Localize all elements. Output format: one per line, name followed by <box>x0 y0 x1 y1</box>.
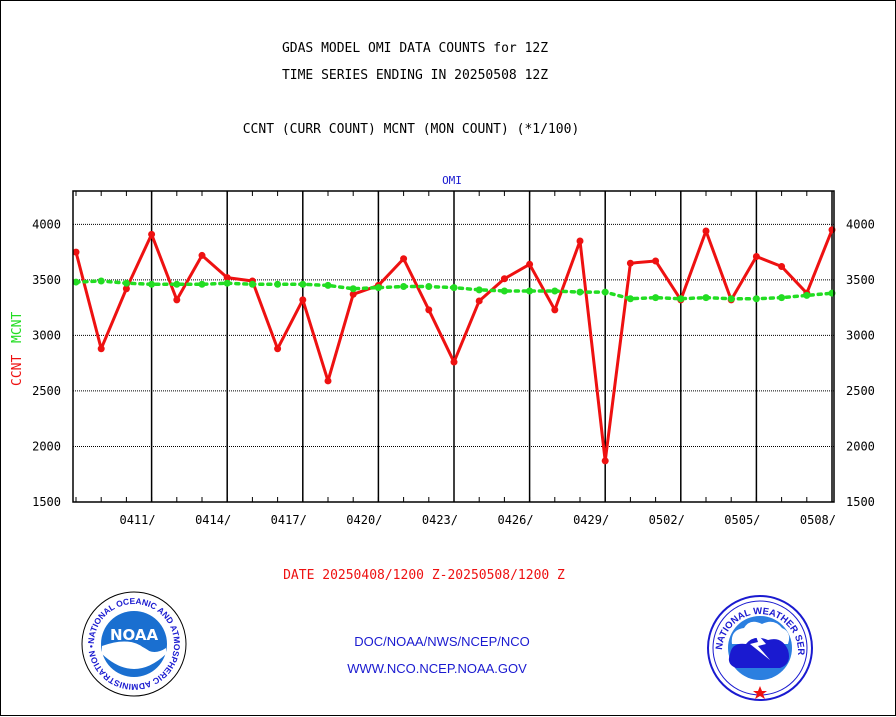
x-tick-label: 0420/ <box>346 513 382 527</box>
y-tick-label-left: 2000 <box>32 439 61 453</box>
y-tick-label-left: 4000 <box>32 217 61 231</box>
y-tick-label-left: 2500 <box>32 384 61 398</box>
data-point-mcnt <box>198 280 206 288</box>
y-tick-label-right: 2000 <box>846 439 875 453</box>
y-tick-label-right: 2500 <box>846 384 875 398</box>
data-point-ccnt <box>475 297 483 305</box>
data-point-mcnt <box>778 294 786 302</box>
data-point-ccnt <box>198 251 206 259</box>
x-tick-label: 0508/ <box>800 513 836 527</box>
y-tick-label-left: 3000 <box>32 328 61 342</box>
data-point-ccnt <box>299 296 307 304</box>
data-point-ccnt <box>324 377 332 385</box>
plot-area-border <box>72 190 835 503</box>
x-tick-label: 0502/ <box>649 513 685 527</box>
data-point-mcnt <box>148 280 156 288</box>
data-point-ccnt <box>173 296 181 304</box>
x-tick-label: 0414/ <box>195 513 231 527</box>
data-point-ccnt <box>652 257 660 265</box>
footer-web-line: WWW.NCO.NCEP.NOAA.GOV <box>347 661 527 676</box>
data-point-mcnt <box>400 283 408 291</box>
data-point-mcnt <box>122 279 130 287</box>
data-point-ccnt <box>500 275 508 283</box>
data-point-mcnt <box>576 288 584 296</box>
y-axis-label-mcnt: MCNT <box>10 312 25 343</box>
data-point-ccnt <box>349 290 357 298</box>
date-range-label: DATE 20250408/1200 Z-20250508/1200 Z <box>283 568 565 583</box>
x-tick-label: 0411/ <box>119 513 155 527</box>
data-point-ccnt <box>601 457 609 465</box>
footer-org-line: DOC/NOAA/NWS/NCEP/NCO <box>354 634 530 649</box>
data-point-ccnt <box>400 255 408 263</box>
data-point-mcnt <box>274 280 282 288</box>
data-point-mcnt <box>299 280 307 288</box>
x-axis-ticks: 0411/0414/0417/0420/0423/0426/0429/0502/… <box>119 513 836 527</box>
data-point-ccnt <box>752 253 760 261</box>
chart-title-line-1: GDAS MODEL OMI DATA COUNTS for 12Z <box>282 41 548 56</box>
data-point-mcnt <box>72 278 80 286</box>
data-point-ccnt <box>778 263 786 271</box>
data-point-ccnt <box>626 259 634 267</box>
data-point-ccnt <box>97 345 105 353</box>
data-point-ccnt <box>576 237 584 245</box>
x-tick-label: 0505/ <box>724 513 760 527</box>
data-point-ccnt <box>72 248 80 256</box>
data-point-mcnt <box>677 295 685 303</box>
data-point-mcnt <box>752 295 760 303</box>
y-tick-label-left: 1500 <box>32 495 61 509</box>
y-axis-ticks: 1500 1500 2000 2000 2500 2500 3000 3000 3500 3500… <box>32 217 875 509</box>
data-point-mcnt <box>450 284 458 292</box>
data-point-mcnt <box>526 287 534 295</box>
panel-label: OMI <box>442 174 462 187</box>
data-point-mcnt <box>223 279 231 287</box>
y-tick-label-right: 4000 <box>846 217 875 231</box>
data-point-mcnt <box>425 283 433 291</box>
star-icon <box>753 686 767 699</box>
y-tick-label-left: 3500 <box>32 273 61 287</box>
x-tick-label: 0426/ <box>497 513 533 527</box>
x-tick-label: 0423/ <box>422 513 458 527</box>
data-point-mcnt <box>702 294 710 302</box>
chart-title-line-2: TIME SERIES ENDING IN 20250508 12Z <box>282 68 548 83</box>
y-tick-label-right: 3500 <box>846 273 875 287</box>
noaa-center-text: NOAA <box>110 626 159 644</box>
chart-subtitle: CCNT (CURR COUNT) MCNT (MON COUNT) (*1/1… <box>243 122 580 137</box>
data-point-ccnt <box>702 227 710 235</box>
data-point-ccnt <box>122 285 130 293</box>
data-point-mcnt <box>173 280 181 288</box>
data-point-ccnt <box>223 274 231 282</box>
data-point-mcnt <box>626 295 634 303</box>
data-point-ccnt <box>148 230 156 238</box>
data-point-ccnt <box>526 260 534 268</box>
data-point-mcnt <box>500 287 508 295</box>
series-mcnt <box>72 277 836 303</box>
data-point-mcnt <box>374 284 382 292</box>
data-point-mcnt <box>97 277 105 285</box>
data-point-ccnt <box>551 306 559 314</box>
data-point-mcnt <box>803 291 811 299</box>
y-axis-label-ccnt: CCNT <box>10 355 25 386</box>
data-point-mcnt <box>248 280 256 288</box>
data-point-ccnt <box>274 345 282 353</box>
nws-logo: NATIONAL WEATHER SERVICE <box>707 595 813 701</box>
data-point-mcnt <box>475 286 483 294</box>
data-point-mcnt <box>349 285 357 293</box>
data-point-ccnt <box>425 306 433 314</box>
data-point-mcnt <box>324 281 332 289</box>
data-point-mcnt <box>601 288 609 296</box>
data-point-mcnt <box>551 287 559 295</box>
data-point-mcnt <box>727 295 735 303</box>
y-tick-label-right: 1500 <box>846 495 875 509</box>
x-tick-label: 0417/ <box>271 513 307 527</box>
noaa-logo: NATIONAL OCEANIC AND ATMOSPHERIC ADMINIS… <box>81 591 187 697</box>
y-tick-label-right: 3000 <box>846 328 875 342</box>
series-layer <box>72 226 836 465</box>
data-point-ccnt <box>450 358 458 366</box>
data-point-mcnt <box>652 294 660 302</box>
grid-lines <box>73 191 834 502</box>
x-tick-label: 0429/ <box>573 513 609 527</box>
